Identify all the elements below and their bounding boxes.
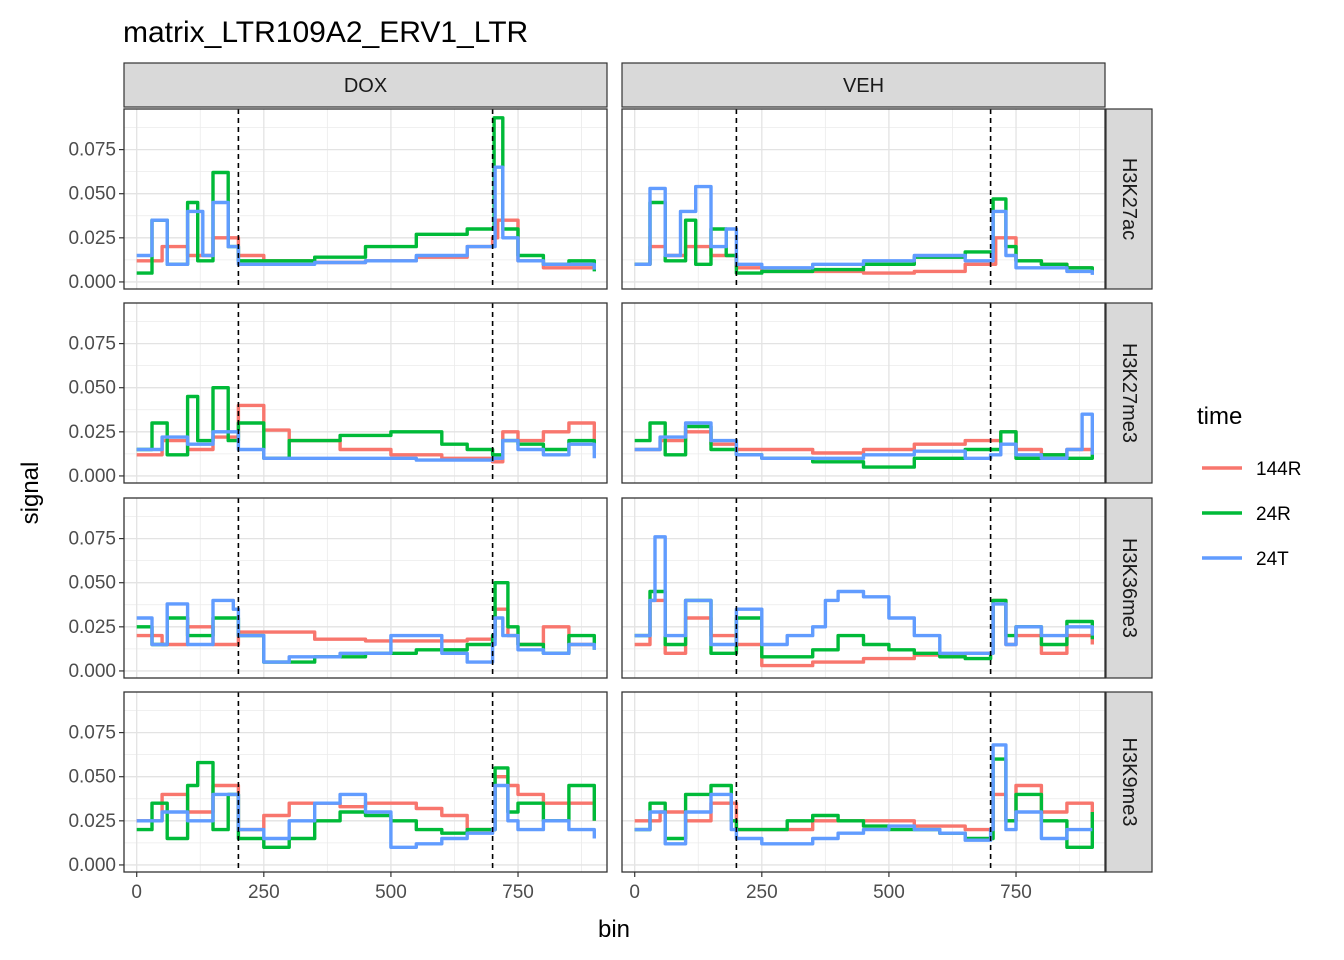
panel-background [124,498,607,678]
panel-background [124,109,607,289]
x-tick-label: 750 [502,882,534,903]
series-group [136,116,596,275]
series-line-24t [136,598,596,664]
legend: time 144R 24R 24T [1197,403,1301,570]
strip-label-h3k9me3: H3K9me3 [1118,738,1140,827]
panel-dox-h3k36me3: 0.000 0.025 0.050 0.075 [68,497,608,682]
strip-label-dox: DOX [344,75,387,97]
strip-label-h3k36me3: H3K36me3 [1118,538,1140,638]
strip-h3k27ac [1105,108,1153,290]
chart-title: matrix_LTR109A2_ERV1_LTR [123,16,528,49]
series-line-24t [136,430,596,462]
strip-dox [123,62,608,108]
series-group [136,581,596,664]
series-line-24t [136,783,596,849]
y-tick-label: 0.075 [68,140,116,161]
x-tick-label: 0 [629,882,640,903]
y-tick-label: 0.025 [68,811,116,832]
series-group [634,184,1094,275]
panel-border [123,302,608,484]
panel-veh-h3k27ac [621,108,1106,290]
y-tick-label: 0.000 [68,466,116,487]
series-line-144r [136,403,596,464]
strip-h3k27me3 [1105,302,1153,484]
y-tick-label: 0.025 [68,228,116,249]
strip-veh [621,62,1106,108]
panel-veh-h3k9me3: 0 250 500 750 [621,691,1106,903]
legend-title: time [1197,403,1242,430]
series-line-24t [634,743,1093,846]
y-tick-label: 0.075 [68,334,116,355]
series-group [634,412,1094,469]
y-tick-label: 0.025 [68,422,116,443]
series-line-24t [634,412,1094,460]
series-group [634,743,1094,849]
panel-veh-h3k36me3 [621,497,1106,679]
series-line-24r [634,421,1094,469]
y-tick-label: 0.075 [68,723,116,744]
y-tick-label: 0.050 [68,767,116,788]
y-tick-label: 0.000 [68,855,116,876]
strip-h3k9me3 [1105,691,1153,873]
x-tick-label: 250 [746,882,778,903]
legend-label-144r: 144R [1256,459,1301,480]
x-tick-label: 0 [131,882,142,903]
panels-layer: DOX VEH H3K27ac H3K27me3 H3K36me3 H3K9me3 0.00… [68,62,1153,903]
series-line-24t [136,165,596,270]
series-line-24t [634,535,1094,655]
legend-label-24t: 24T [1256,549,1289,570]
y-tick-label: 0.000 [68,661,116,682]
x-tick-label: 500 [873,882,905,903]
x-axis-title: bin [598,916,630,943]
panel-dox-h3k9me3: 0.000 0.025 0.050 0.075 0 250 500 750 [68,691,608,903]
x-tick-label: 500 [375,882,407,903]
panel-veh-h3k27me3 [621,302,1106,484]
panel-background [622,692,1105,872]
series-line-24t [634,184,1094,275]
panel-background [124,303,607,483]
y-tick-label: 0.050 [68,573,116,594]
panel-border [621,108,1106,290]
legend-label-24r: 24R [1256,504,1291,525]
series-line-144r [634,783,1094,832]
panel-background [622,109,1105,289]
y-tick-label: 0.050 [68,378,116,399]
strip-label-h3k27ac: H3K27ac [1118,158,1140,240]
panel-border [123,108,608,290]
series-group [136,386,596,464]
panel-border [123,497,608,679]
series-line-24r [136,760,596,849]
x-tick-label: 250 [248,882,280,903]
series-group [136,760,596,849]
y-tick-label: 0.000 [68,272,116,293]
panel-border [621,302,1106,484]
strip-h3k36me3 [1105,497,1153,679]
y-tick-label: 0.050 [68,184,116,205]
panel-border [621,497,1106,679]
y-axis-title: signal [17,462,44,525]
panel-border [123,691,608,873]
y-tick-label: 0.025 [68,617,116,638]
y-tick-label: 0.075 [68,529,116,550]
x-tick-label: 750 [1000,882,1032,903]
series-group [634,535,1094,668]
panel-dox-h3k27me3: 0.000 0.025 0.050 0.075 [68,302,608,487]
panel-border [621,691,1106,873]
panel-background [622,498,1105,678]
panel-background [124,692,607,872]
strip-label-h3k27me3: H3K27me3 [1118,343,1140,443]
panel-dox-h3k27ac: 0.000 0.025 0.050 0.075 [68,108,608,293]
strip-label-veh: VEH [843,75,884,97]
